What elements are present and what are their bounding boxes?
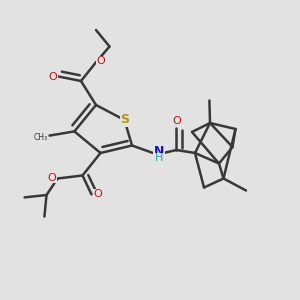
Text: O: O xyxy=(49,71,58,82)
Text: H: H xyxy=(155,153,163,164)
Text: CH₃: CH₃ xyxy=(34,133,48,142)
Text: O: O xyxy=(47,173,56,183)
Text: O: O xyxy=(94,189,103,200)
Text: S: S xyxy=(121,113,130,126)
Text: O: O xyxy=(172,116,181,126)
Text: N: N xyxy=(154,145,164,158)
Text: O: O xyxy=(96,56,105,67)
